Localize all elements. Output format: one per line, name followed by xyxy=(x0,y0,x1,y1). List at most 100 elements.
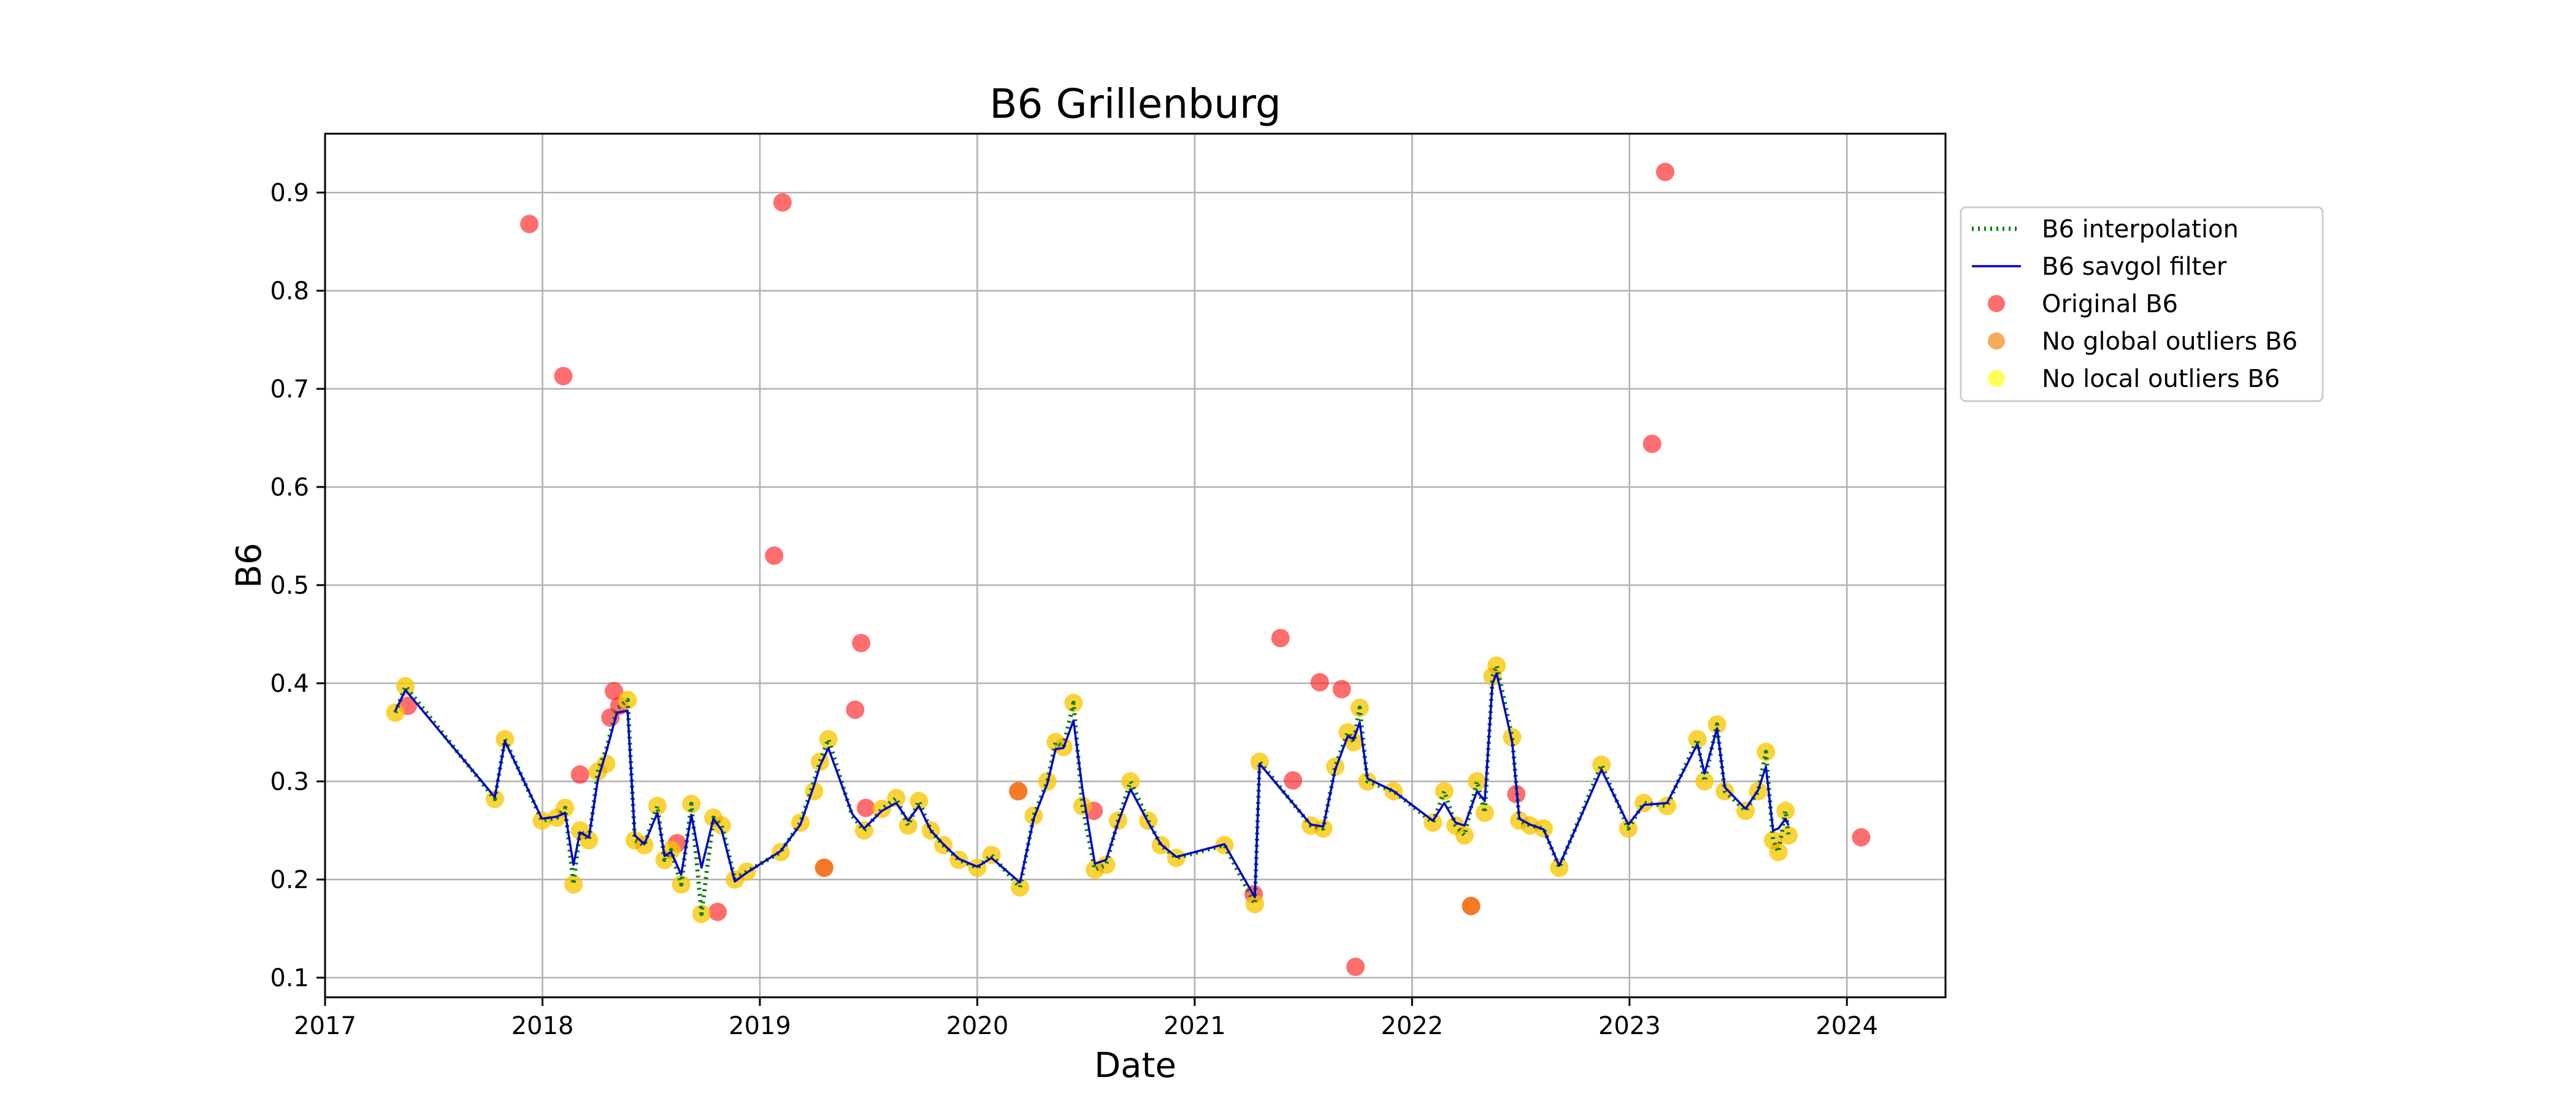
grid-lines xyxy=(324,134,1945,997)
axis-ticks: 2017 2018 2019 2020 2021 2022 2023 2024 0.1 0.2 0.… xyxy=(270,179,1878,1040)
original-b6-point xyxy=(1852,828,1871,847)
no-local-outliers-point xyxy=(1468,772,1487,791)
original-b6-point xyxy=(570,765,589,784)
gold-underlay-point xyxy=(1455,826,1474,845)
y-tick-label: 0.4 xyxy=(270,670,309,698)
gold-underlay-point xyxy=(564,875,583,894)
gold-underlay-point xyxy=(910,792,929,810)
original-b6-point xyxy=(1643,434,1662,453)
gold-underlay-point xyxy=(396,677,415,696)
legend-marker-dot xyxy=(1988,295,2005,312)
no-local-outliers-point xyxy=(1657,797,1676,815)
axes-frame xyxy=(324,132,1947,999)
gold-underlay-point xyxy=(1475,803,1494,822)
legend-label: No global outliers B6 xyxy=(2042,328,2298,356)
interpolation-line xyxy=(393,663,1791,916)
original-b6-point xyxy=(856,799,875,818)
gold-underlay-point xyxy=(496,730,515,749)
x-tick-label: 2023 xyxy=(1598,1012,1661,1040)
no-local-outliers-point xyxy=(1695,772,1714,791)
original-b6-point xyxy=(1346,957,1365,976)
gold-underlay-point xyxy=(1338,723,1357,742)
y-tick-label: 0.1 xyxy=(270,964,309,992)
gold-underlay-point xyxy=(854,821,873,840)
gold-underlay-point xyxy=(1688,730,1707,749)
gold-underlay-point xyxy=(1592,755,1611,774)
savgol-filter-line xyxy=(394,672,1790,899)
original-b6-point xyxy=(554,367,573,386)
no-local-outliers-point xyxy=(1776,802,1795,820)
original-b6-point xyxy=(708,902,727,921)
no-local-outliers-point xyxy=(1635,794,1654,813)
no-local-outliers-point xyxy=(396,677,415,696)
gold-underlay-point xyxy=(712,816,731,835)
original-b6-point xyxy=(773,193,792,212)
no-local-outliers-point xyxy=(648,797,667,815)
gold-underlay-point xyxy=(1695,772,1714,791)
x-tick-label: 2024 xyxy=(1815,1012,1878,1040)
no-local-outliers-point xyxy=(1011,878,1030,897)
original-b6-point xyxy=(852,634,871,653)
gold-underlay-point xyxy=(1657,797,1676,815)
x-tick-label: 2022 xyxy=(1381,1012,1443,1040)
original-b6-point xyxy=(765,546,784,565)
gold-underlay-point xyxy=(386,703,405,722)
gold-underlay-point xyxy=(1510,811,1529,830)
no-local-outliers-point xyxy=(1475,803,1494,822)
no-local-outliers-point xyxy=(532,811,551,830)
no-local-outliers-point xyxy=(1245,895,1264,913)
gold-underlay-point xyxy=(625,831,644,849)
original-b6-point xyxy=(1271,629,1290,648)
no-local-outliers-point xyxy=(1121,772,1140,791)
original-b6-point xyxy=(520,215,539,234)
x-tick-label: 2021 xyxy=(1163,1012,1226,1040)
no-local-outliers-point xyxy=(386,703,405,722)
y-tick-label: 0.6 xyxy=(270,473,309,502)
no-local-outliers-point xyxy=(1097,856,1116,874)
legend-box xyxy=(1960,206,2324,402)
x-axis-label: Date xyxy=(1094,1046,1176,1086)
no-global-outliers-point xyxy=(1009,782,1028,800)
y-tick-label: 0.7 xyxy=(270,375,309,404)
no-global-outliers-series xyxy=(815,782,1481,916)
no-local-outliers-point xyxy=(1435,782,1454,800)
gold-underlay-point xyxy=(899,816,918,835)
no-local-outliers-point xyxy=(1455,826,1474,845)
x-tick-label: 2017 xyxy=(294,1012,356,1040)
original-b6-point xyxy=(1284,771,1303,790)
legend: B6 interpolation B6 savgol filter Original… xyxy=(1960,206,2324,402)
no-global-outliers-point xyxy=(815,858,834,877)
no-local-outliers-point xyxy=(1769,843,1788,862)
no-local-outliers-point xyxy=(1592,755,1611,774)
original-b6-point xyxy=(1310,673,1329,692)
gold-underlay-point xyxy=(1086,861,1105,879)
x-tick-label: 2019 xyxy=(729,1012,791,1040)
no-local-outliers-point xyxy=(1736,802,1755,820)
no-local-outliers-point xyxy=(873,799,892,818)
y-axis-label: B6 xyxy=(229,543,269,588)
original-b6-point xyxy=(604,681,623,700)
no-local-outliers-point xyxy=(712,816,731,835)
legend-label: Original B6 xyxy=(2042,290,2178,318)
original-b6-point xyxy=(1656,163,1675,182)
gold-underlay-point xyxy=(1121,772,1140,791)
gold-underlay-point xyxy=(1550,858,1569,877)
gold-underlay-point xyxy=(1776,802,1795,820)
gold-underlay-point xyxy=(1487,656,1506,675)
original-b6-point xyxy=(1332,680,1351,699)
gold-underlay-point xyxy=(1250,753,1269,771)
chart-title: B6 Grillenburg xyxy=(989,80,1281,128)
gold-underlay-point xyxy=(1435,782,1454,800)
x-tick-label: 2020 xyxy=(946,1012,1008,1040)
x-tick-label: 2018 xyxy=(512,1012,574,1040)
gold-underlay-point xyxy=(1769,843,1788,862)
legend-marker-dot xyxy=(1988,332,2005,350)
gold-underlay-point xyxy=(532,811,551,830)
gold-underlay-point xyxy=(819,730,838,749)
y-tick-label: 0.5 xyxy=(270,572,309,600)
no-local-outliers-point xyxy=(1487,656,1506,675)
no-local-outliers-point xyxy=(1250,753,1269,771)
gold-underlay-point xyxy=(873,799,892,818)
